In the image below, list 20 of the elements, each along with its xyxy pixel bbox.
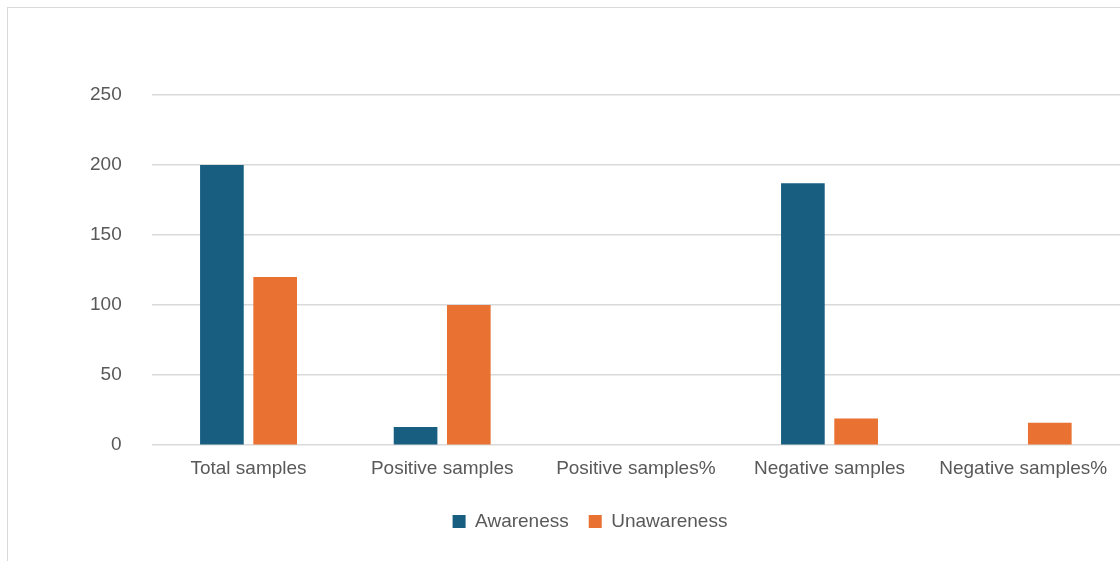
legend-label: Unawareness: [611, 509, 728, 531]
x-tick-label: Negative samples%: [939, 456, 1108, 478]
bar: [446, 305, 491, 445]
y-tick-label: 200: [90, 153, 122, 175]
bar: [781, 183, 825, 445]
x-tick-label: Total samples: [190, 456, 307, 478]
y-tick-label: 250: [90, 83, 122, 105]
bar: [834, 418, 878, 445]
bar: [200, 165, 244, 445]
legend-label: Awareness: [475, 509, 569, 531]
bar: [393, 426, 438, 445]
x-tick-label: Negative samples: [753, 456, 906, 478]
y-tick-label: 100: [90, 293, 122, 315]
x-tick-label: Positive samples: [370, 456, 514, 478]
y-tick-label: 150: [90, 223, 122, 245]
y-tick-label: 50: [100, 363, 122, 385]
y-tick-label: 0: [111, 433, 122, 455]
bar: [1027, 422, 1072, 445]
x-tick-label: Positive samples%: [556, 456, 716, 478]
bar: [253, 277, 297, 445]
